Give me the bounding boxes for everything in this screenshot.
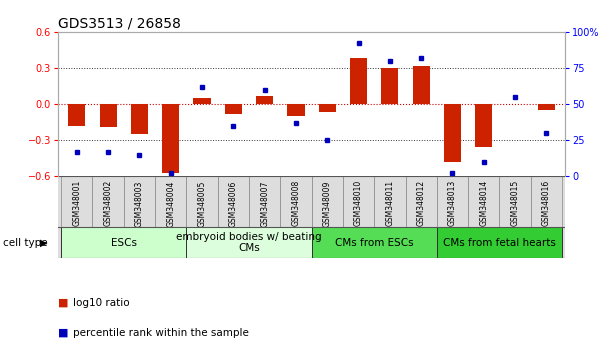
Text: GSM348006: GSM348006: [229, 180, 238, 227]
Bar: [538, 104, 555, 110]
Bar: [61, 176, 92, 227]
Text: log10 ratio: log10 ratio: [73, 298, 130, 308]
Bar: [437, 176, 468, 227]
Text: GSM348011: GSM348011: [386, 180, 394, 226]
Bar: [319, 104, 336, 113]
Text: GSM348016: GSM348016: [542, 180, 551, 227]
Text: GSM348014: GSM348014: [479, 180, 488, 227]
Bar: [131, 104, 148, 134]
Bar: [256, 96, 273, 104]
Bar: [287, 104, 304, 116]
Text: CMs from ESCs: CMs from ESCs: [335, 238, 414, 247]
Text: ESCs: ESCs: [111, 238, 137, 247]
Text: GSM348004: GSM348004: [166, 180, 175, 227]
Bar: [194, 98, 211, 104]
Text: GDS3513 / 26858: GDS3513 / 26858: [58, 17, 181, 31]
Text: CMs from fetal hearts: CMs from fetal hearts: [443, 238, 556, 247]
Bar: [124, 176, 155, 227]
Bar: [225, 104, 242, 114]
Text: GSM348005: GSM348005: [197, 180, 207, 227]
Text: GSM348008: GSM348008: [291, 180, 301, 227]
Text: percentile rank within the sample: percentile rank within the sample: [73, 328, 249, 338]
Text: embryoid bodies w/ beating
CMs: embryoid bodies w/ beating CMs: [176, 232, 322, 253]
Bar: [280, 176, 312, 227]
Bar: [249, 176, 280, 227]
Bar: [381, 68, 398, 104]
Bar: [186, 176, 218, 227]
Bar: [68, 104, 86, 126]
Text: GSM348009: GSM348009: [323, 180, 332, 227]
Bar: [61, 227, 186, 258]
Bar: [162, 104, 180, 172]
Bar: [531, 176, 562, 227]
Text: GSM348013: GSM348013: [448, 180, 457, 227]
Bar: [343, 176, 374, 227]
Text: cell type: cell type: [3, 238, 48, 247]
Text: GSM348012: GSM348012: [417, 180, 426, 226]
Text: GSM348015: GSM348015: [511, 180, 519, 227]
Text: GSM348007: GSM348007: [260, 180, 269, 227]
Bar: [218, 176, 249, 227]
Bar: [312, 176, 343, 227]
Bar: [475, 104, 492, 147]
Bar: [350, 58, 367, 104]
Text: ■: ■: [58, 328, 68, 338]
Bar: [186, 227, 312, 258]
Bar: [468, 176, 499, 227]
Bar: [406, 176, 437, 227]
Text: GSM348010: GSM348010: [354, 180, 363, 227]
Bar: [499, 176, 531, 227]
Bar: [437, 227, 562, 258]
Bar: [312, 227, 437, 258]
Text: GSM348003: GSM348003: [135, 180, 144, 227]
Text: ▶: ▶: [40, 238, 47, 247]
Bar: [100, 104, 117, 127]
Text: GSM348002: GSM348002: [104, 180, 112, 227]
Bar: [444, 104, 461, 162]
Text: GSM348001: GSM348001: [72, 180, 81, 227]
Text: ■: ■: [58, 298, 68, 308]
Bar: [155, 176, 186, 227]
Bar: [374, 176, 406, 227]
Bar: [412, 65, 430, 104]
Bar: [92, 176, 124, 227]
